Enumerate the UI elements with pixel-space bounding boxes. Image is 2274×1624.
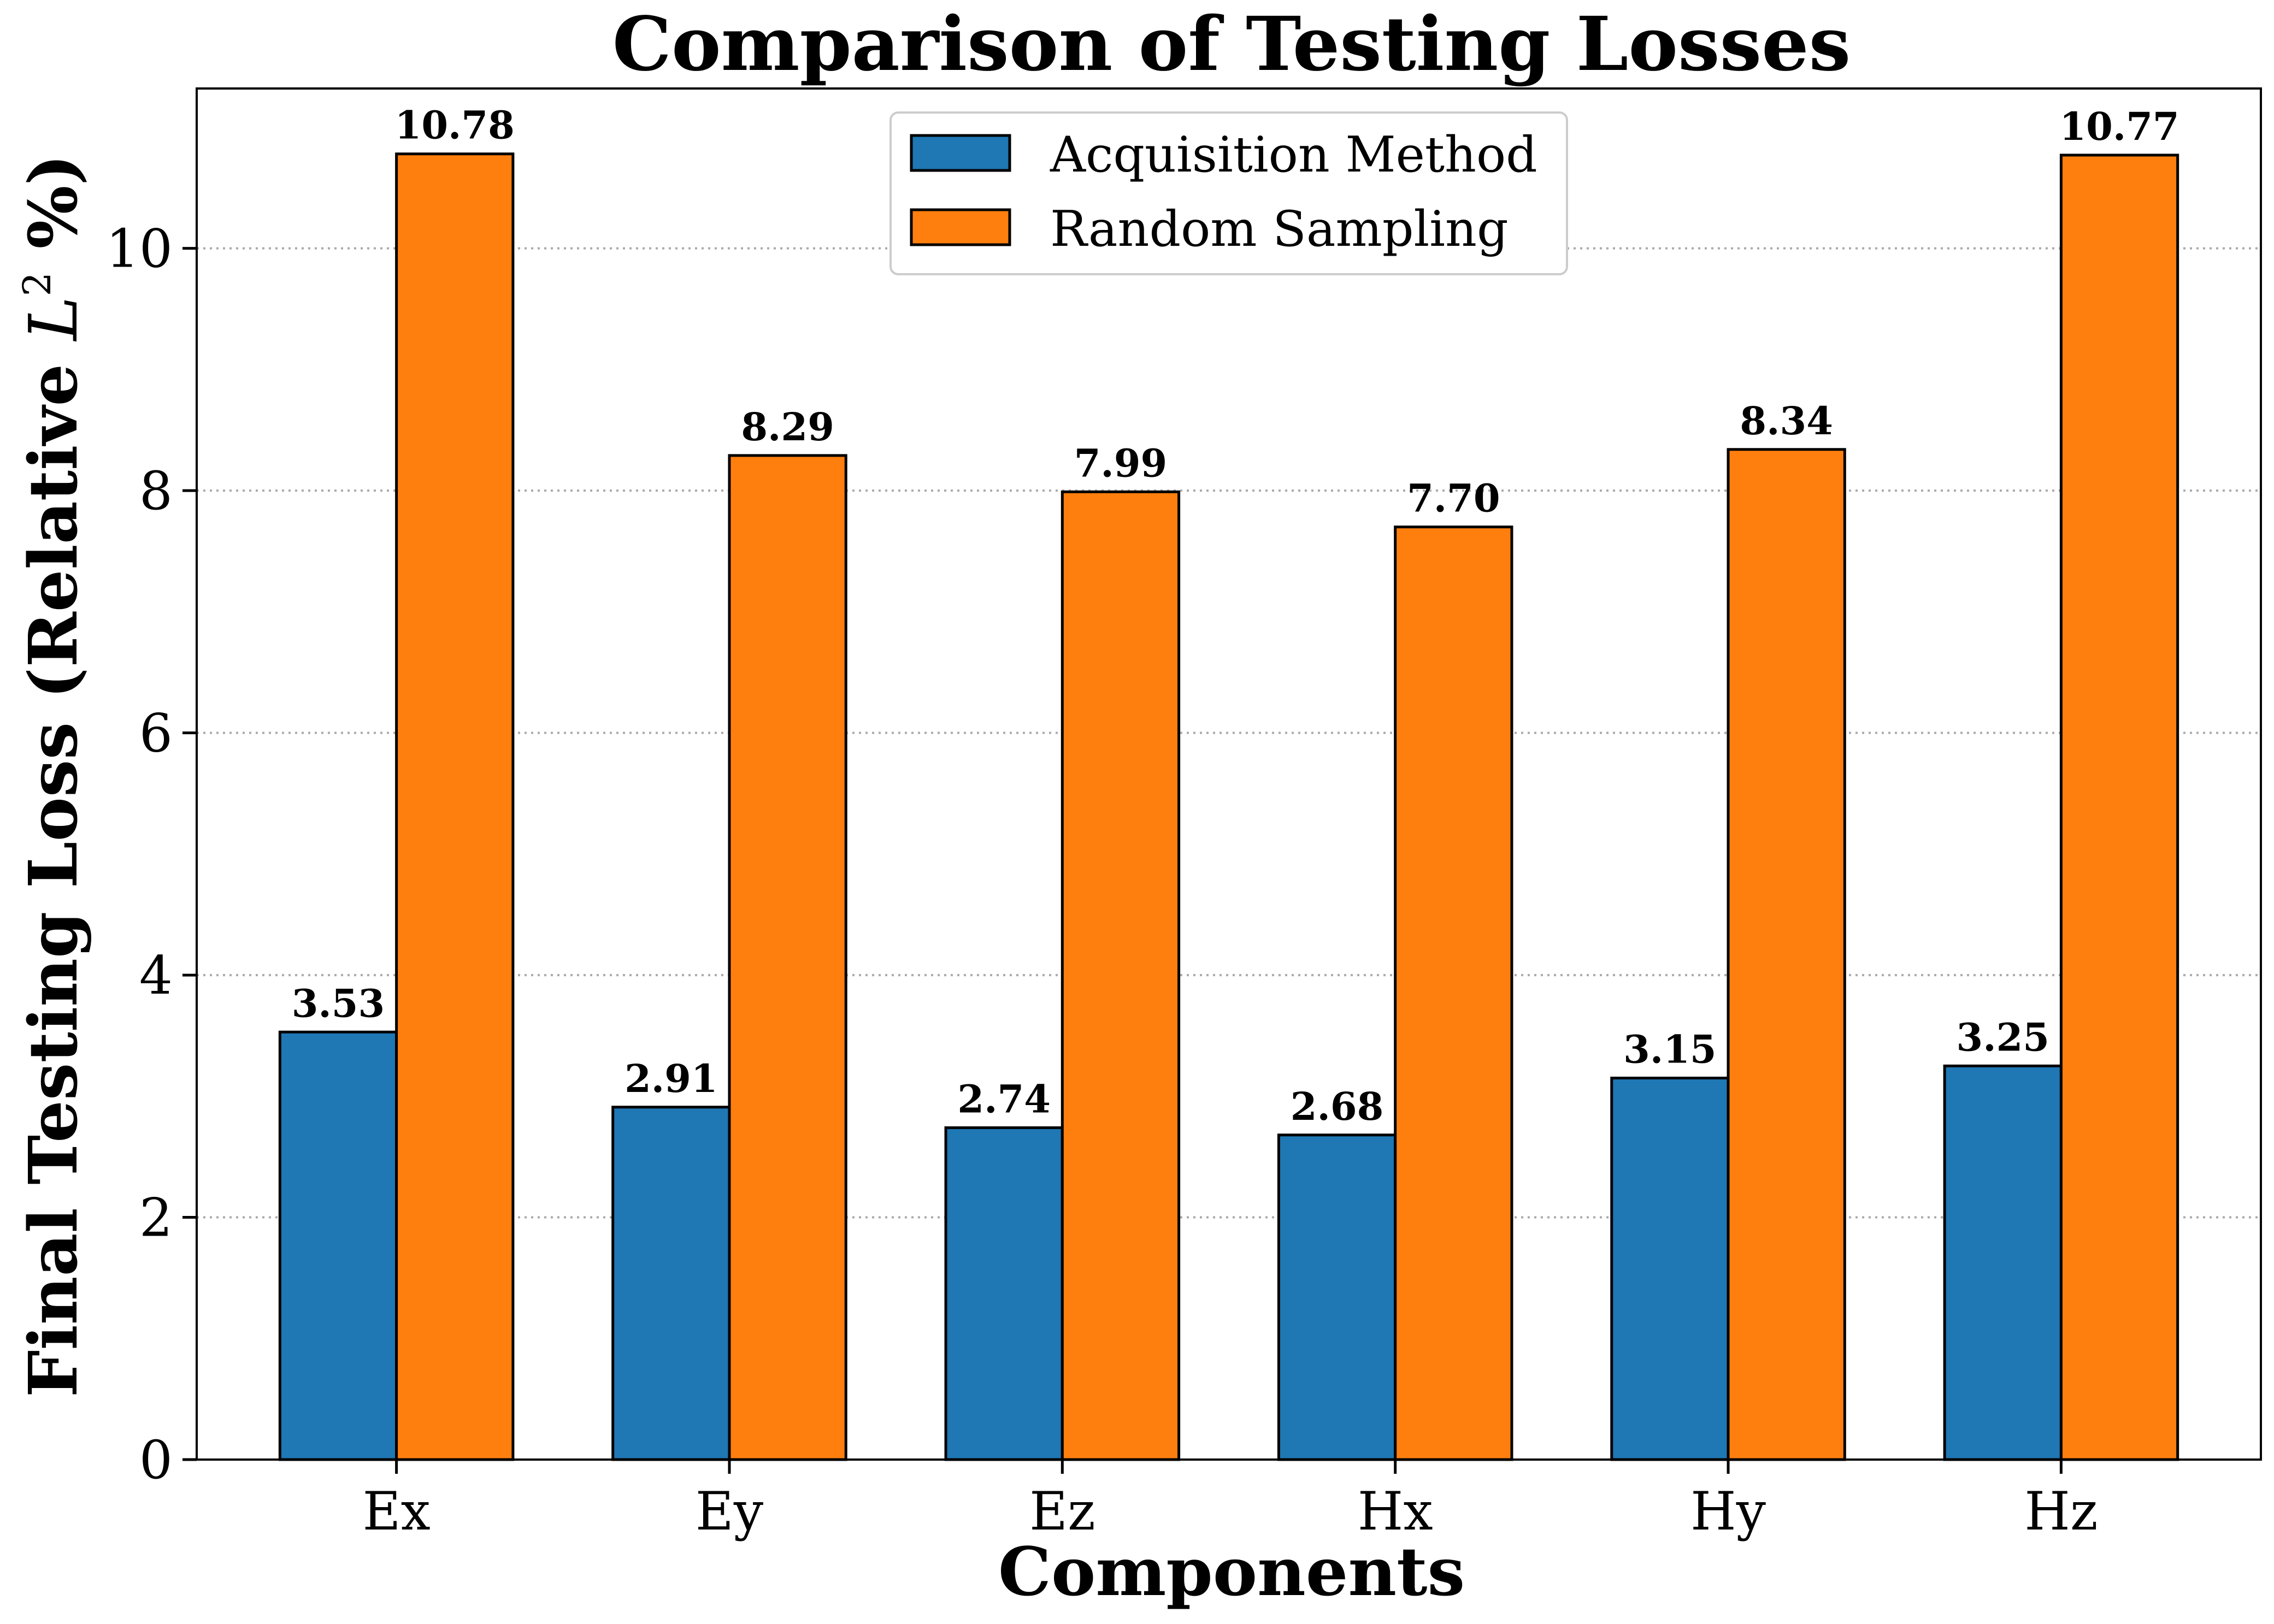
legend-swatch-acquisition-method <box>910 134 1011 172</box>
y-tick-label-0: 0 <box>139 1430 173 1491</box>
data-label-acquisition-method-Ey: 2.91 <box>625 1056 718 1101</box>
bar-acquisition-method-Ex <box>278 1030 398 1461</box>
y-axis-title-superscript: 2 <box>15 272 60 297</box>
chart-title: Comparison of Testing Losses <box>612 1 1851 88</box>
y-tick-label-10: 10 <box>106 218 173 280</box>
legend: Acquisition Method Random Sampling <box>889 111 1568 275</box>
y-axis-title: Final Testing Loss (Relative L2 %) <box>14 154 92 1397</box>
bar-acquisition-method-Ey <box>611 1106 731 1461</box>
bar-random-sampling-Ez <box>1061 490 1181 1461</box>
x-tick-label-Ex: Ex <box>363 1481 431 1542</box>
data-label-acquisition-method-Hy: 3.15 <box>1623 1027 1717 1072</box>
x-tick-label-Ez: Ez <box>1029 1481 1095 1542</box>
bar-random-sampling-Ey <box>728 454 847 1461</box>
x-tick-label-Hz: Hz <box>2024 1481 2098 1542</box>
data-label-acquisition-method-Hz: 3.25 <box>1957 1014 2050 1060</box>
data-label-random-sampling-Ey: 8.29 <box>741 404 834 450</box>
bar-acquisition-method-Hy <box>1610 1077 1730 1461</box>
data-label-random-sampling-Hy: 8.34 <box>1740 398 1833 444</box>
data-label-acquisition-method-Hx: 2.68 <box>1291 1084 1384 1129</box>
y-tick-label-2: 2 <box>139 1188 173 1249</box>
y-tick-label-6: 6 <box>139 703 173 764</box>
y-axis-title-symbol: L <box>15 297 92 342</box>
data-label-acquisition-method-Ez: 2.74 <box>957 1076 1051 1121</box>
y-tick-label-8: 8 <box>139 460 173 522</box>
ticks: 0 2 4 6 8 10 Ex Ey Ez Hx Hy Hz <box>106 218 2098 1542</box>
data-labels: 3.53 10.78 2.91 8.29 2.74 7.99 2.68 7.70 3.15 8.3… <box>292 103 2179 1129</box>
y-axis-title-prefix: Final Testing Loss (Relative <box>14 341 92 1398</box>
data-label-random-sampling-Hz: 10.77 <box>2059 104 2179 149</box>
legend-swatch-random-sampling <box>910 208 1011 246</box>
y-axis-title-suffix: %) <box>14 154 92 272</box>
data-label-random-sampling-Ex: 10.78 <box>395 103 515 148</box>
x-tick-label-Ey: Ey <box>696 1481 763 1542</box>
data-label-random-sampling-Hx: 7.70 <box>1407 476 1500 521</box>
bar-random-sampling-Hz <box>2059 153 2179 1461</box>
legend-label-acquisition-method: Acquisition Method <box>1050 126 1537 184</box>
plot-frame <box>196 87 2262 1461</box>
legend-label-random-sampling: Random Sampling <box>1050 200 1509 258</box>
x-axis-title: Components <box>998 1532 1465 1611</box>
x-tick-label-Hy: Hy <box>1690 1481 1766 1542</box>
data-label-random-sampling-Ez: 7.99 <box>1074 440 1168 486</box>
y-tick-label-4: 4 <box>139 945 173 1006</box>
x-tick-label-Hx: Hx <box>1358 1481 1433 1542</box>
bar-acquisition-method-Hx <box>1277 1133 1397 1461</box>
bar-acquisition-method-Hz <box>1943 1064 2063 1461</box>
bar-random-sampling-Hx <box>1394 525 1513 1461</box>
bars <box>278 152 2179 1461</box>
legend-box <box>889 111 1568 275</box>
bar-random-sampling-Hy <box>1727 448 1846 1461</box>
data-label-acquisition-method-Ex: 3.53 <box>292 981 385 1026</box>
bar-random-sampling-Ex <box>395 152 515 1461</box>
bar-acquisition-method-Ez <box>944 1126 1064 1461</box>
